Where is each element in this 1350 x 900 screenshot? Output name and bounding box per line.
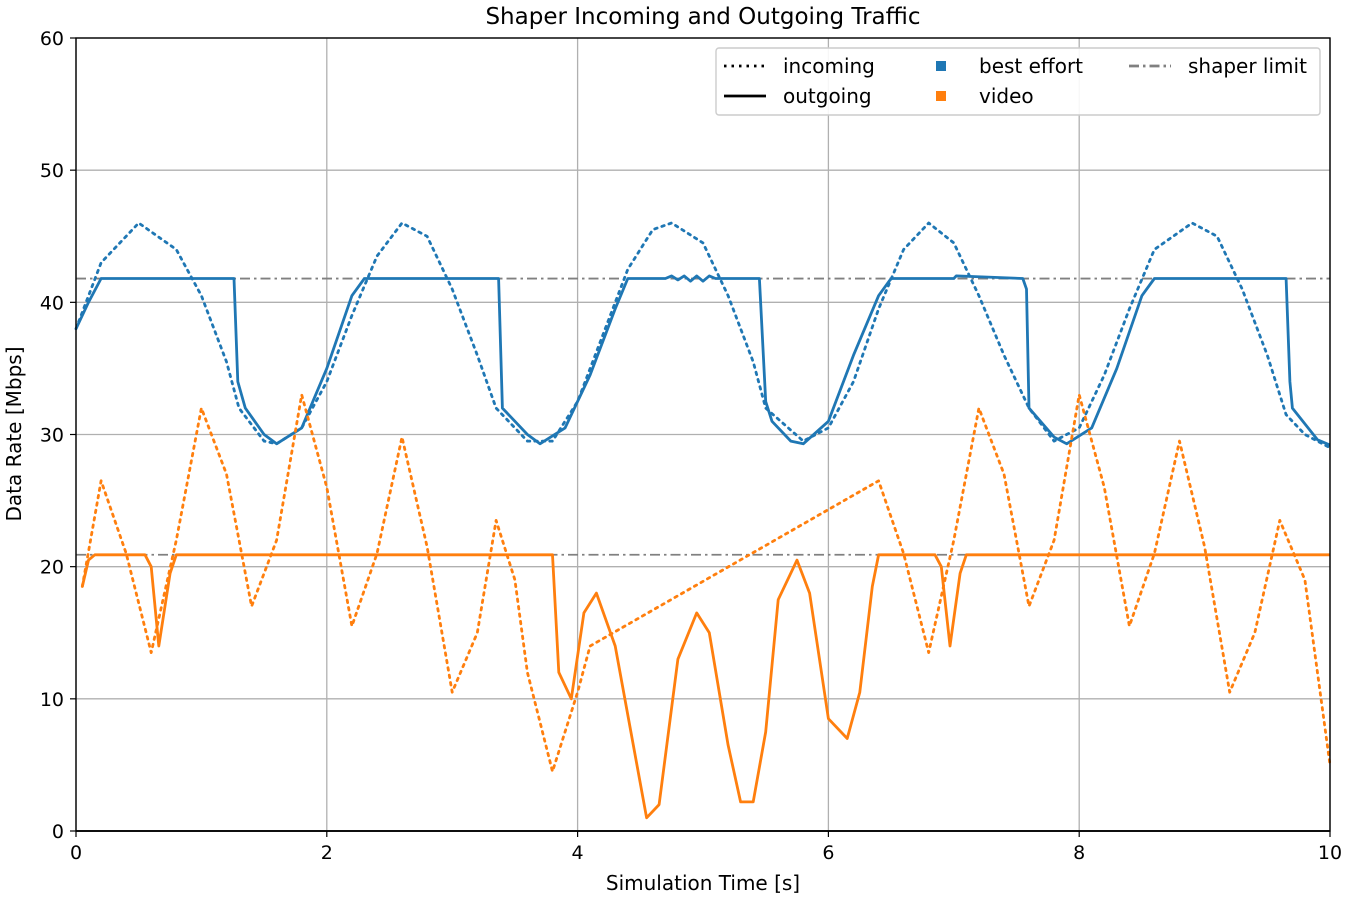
y-tick-label: 40	[40, 292, 64, 314]
legend-label-outgoing: outgoing	[783, 84, 872, 108]
y-tick-label: 50	[40, 160, 64, 182]
legend-label-best-effort: best effort	[979, 54, 1083, 78]
y-tick-label: 10	[40, 689, 64, 711]
x-tick-label: 0	[70, 842, 82, 864]
y-tick-label: 0	[52, 821, 64, 843]
video-incoming-line	[80, 393, 1332, 773]
legend-label-shaper-limit: shaper limit	[1188, 54, 1307, 78]
y-axis: 0 10 20 30 40 50 60	[40, 28, 76, 843]
y-tick-label: 30	[40, 425, 64, 447]
legend-handle-best-effort	[936, 61, 946, 71]
legend-handle-video	[936, 91, 946, 101]
x-tick-label: 10	[1318, 842, 1342, 864]
x-tick-label: 4	[572, 842, 584, 864]
legend-box	[715, 47, 1321, 116]
x-axis-label: Simulation Time [s]	[606, 871, 800, 895]
legend: incoming outgoing best effort video shap…	[715, 47, 1321, 116]
legend-label-video: video	[979, 84, 1034, 108]
x-tick-label: 8	[1073, 842, 1085, 864]
x-axis: 0 2 4 6 8 10	[70, 831, 1342, 864]
chart-title: Shaper Incoming and Outgoing Traffic	[485, 4, 920, 30]
x-tick-label: 6	[822, 842, 834, 864]
x-tick-label: 2	[321, 842, 333, 864]
y-tick-label: 20	[40, 557, 64, 579]
y-tick-label: 60	[40, 28, 64, 50]
video-outgoing-line	[80, 553, 1330, 820]
legend-label-incoming: incoming	[783, 54, 875, 78]
y-axis-label: Data Rate [Mbps]	[2, 347, 26, 522]
best-effort-outgoing-line	[74, 274, 1331, 447]
